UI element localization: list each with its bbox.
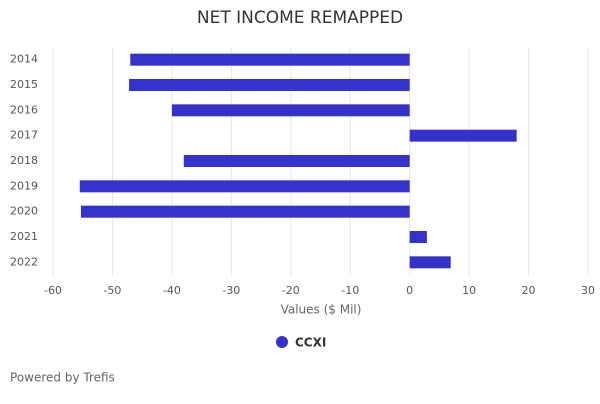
bar: [171, 104, 410, 117]
x-axis-label: Values ($ Mil): [281, 303, 362, 317]
chart-title: NET INCOME REMAPPED: [197, 8, 403, 28]
x-tick-label: -20: [282, 284, 300, 297]
y-tick-label: 2019: [10, 179, 38, 192]
legend-label: CCXI: [295, 336, 326, 350]
x-tick-label: -60: [44, 284, 62, 297]
credit: Powered by Trefis: [10, 371, 115, 385]
y-tick-label: 2015: [10, 78, 38, 91]
x-tick-label: 20: [522, 284, 536, 297]
y-tick-label: 2014: [10, 53, 38, 66]
x-tick-label: -40: [163, 284, 181, 297]
x-tick-label: -10: [341, 284, 359, 297]
x-tick-label: -50: [103, 284, 121, 297]
x-tick-label: 10: [462, 284, 476, 297]
bar: [130, 53, 410, 66]
x-tick-label: -30: [222, 284, 240, 297]
bar: [409, 231, 427, 243]
y-tick-label: 2016: [10, 103, 38, 116]
bar: [409, 256, 451, 269]
y-tick-label: 2020: [10, 205, 38, 218]
bar: [129, 79, 410, 91]
x-tick-label: 30: [581, 284, 595, 297]
y-tick-label: 2022: [10, 255, 38, 268]
bar: [79, 180, 410, 193]
y-tick-label: 2021: [10, 230, 38, 243]
bar: [409, 129, 517, 142]
x-tick-label: 0: [406, 284, 413, 297]
legend-marker: [276, 336, 288, 348]
y-tick-label: 2018: [10, 154, 38, 167]
bar: [183, 155, 410, 167]
y-tick-label: 2017: [10, 129, 38, 142]
bar: [80, 205, 410, 218]
